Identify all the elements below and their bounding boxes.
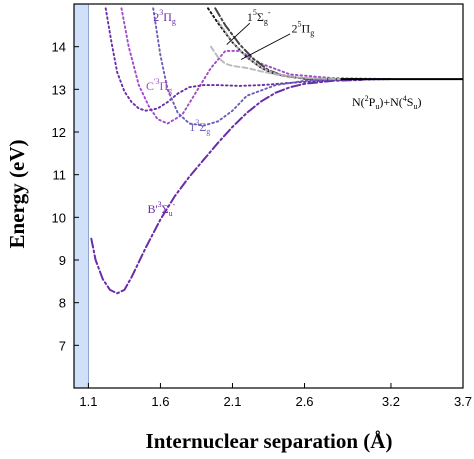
state-label-lbl-B3Sigu: B'3Σu- — [147, 200, 175, 218]
y-tick-label-0: 7 — [59, 338, 66, 353]
series-line-1 — [120, 7, 392, 125]
y-tick-label-4: 11 — [53, 168, 67, 183]
y-tick-label-3: 10 — [52, 210, 66, 225]
x-axis-title: Internuclear separation (Å) — [146, 429, 393, 453]
state-label-lbl-1-3Sigg: 13Σg — [189, 118, 210, 136]
state-label-lbl-C3Pig: C'3Πg — [146, 77, 172, 95]
y-tick-label-6: 13 — [52, 82, 66, 97]
series-line-0 — [90, 78, 364, 295]
state-label-lbl-2-5Pig: 25Πg — [292, 20, 315, 38]
x-tick-label-5: 3.7 — [454, 394, 472, 409]
y-axis-title: Energy (eV) — [5, 139, 29, 248]
x-tick-label-4: 3.2 — [382, 394, 400, 409]
x-tick-label-0: 1.1 — [79, 394, 97, 409]
state-label-lbl-2-3Pig: 23Πg — [153, 8, 176, 26]
series-layer — [90, 7, 392, 295]
series-line-3 — [152, 7, 392, 127]
shaded-region — [73, 3, 89, 389]
y-tick-label-2: 9 — [59, 253, 66, 268]
x-tick-label-3: 2.6 — [295, 394, 313, 409]
axis-ticks: 1.1 1.6 2.1 2.6 3.2 3.7 7 8 9 10 11 12 13 14 — [52, 40, 473, 409]
y-tick-label-7: 14 — [52, 40, 66, 55]
series-line-7 — [217, 20, 349, 81]
y-tick-label-5: 12 — [52, 125, 66, 140]
series-line-5 — [214, 7, 364, 81]
series-line-2 — [104, 7, 392, 112]
annotation-arrow-1 — [240, 33, 291, 60]
annotation-arrow-0 — [226, 22, 251, 45]
x-tick-label-2: 2.1 — [223, 394, 241, 409]
state-labels: 23Πg 15Σg- 25Πg C'3Πg 13Σg B'3Σu- — [146, 8, 314, 218]
asymptote-label: N(2Pu)+N(4Su) — [352, 94, 421, 111]
plot-frame — [73, 3, 464, 389]
y-tick-label-1: 8 — [59, 296, 66, 311]
series-line-4 — [207, 7, 364, 81]
state-label-lbl-1-5Sigg: 15Σg- — [247, 8, 271, 26]
x-tick-label-1: 1.6 — [151, 394, 169, 409]
